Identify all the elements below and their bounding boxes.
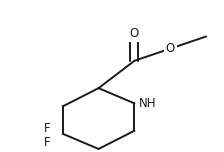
Text: F: F <box>44 122 51 135</box>
Text: O: O <box>166 42 175 55</box>
Text: O: O <box>130 27 139 40</box>
Text: NH: NH <box>138 97 156 110</box>
Text: F: F <box>44 136 51 149</box>
